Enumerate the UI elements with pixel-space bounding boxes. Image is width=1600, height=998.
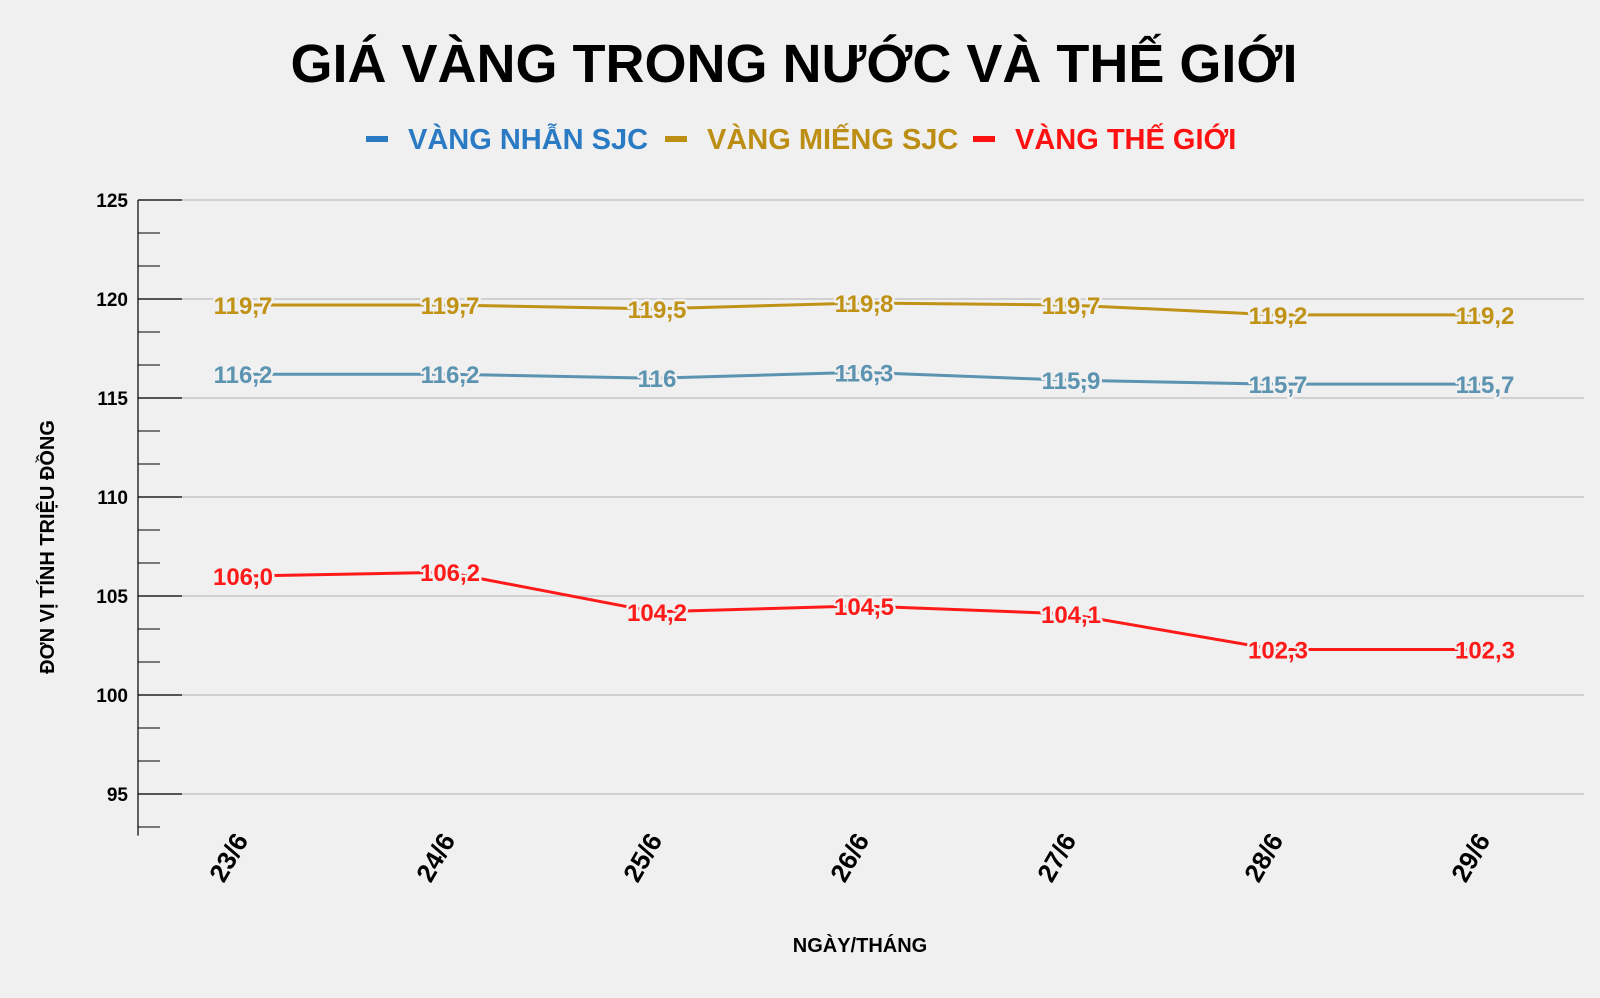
data-point bbox=[1273, 647, 1277, 652]
data-label: 104,5 bbox=[834, 594, 894, 621]
data-point bbox=[1273, 382, 1277, 387]
data-point bbox=[445, 302, 449, 307]
data-label: 119,7 bbox=[1042, 293, 1101, 320]
data-label: 116 bbox=[638, 366, 677, 393]
y-tick-label-125: 125 bbox=[96, 191, 128, 212]
data-point bbox=[238, 302, 242, 307]
data-point bbox=[1480, 312, 1484, 317]
y-tick-label-105: 105 bbox=[96, 587, 128, 608]
data-point bbox=[445, 372, 449, 377]
data-label: 115,7 bbox=[1249, 372, 1308, 399]
x-tick-label-25/6: 25/6 bbox=[617, 828, 668, 887]
legend-swatch-1 bbox=[665, 136, 687, 142]
y-tick-label-115: 115 bbox=[97, 389, 128, 410]
x-axis-label: NGÀY/THÁNG bbox=[793, 934, 927, 957]
data-labels: 116,2 116,2 116 116,3 115,9 115,7 115,7 119,7 11… bbox=[210, 288, 1517, 667]
y-axis-label: ĐƠN VỊ TÍNH TRIỆU ĐỒNG bbox=[35, 420, 59, 674]
data-label: 115,7 bbox=[1456, 372, 1515, 399]
data-label: 102,3 bbox=[1455, 637, 1515, 664]
data-point bbox=[652, 609, 656, 614]
data-point bbox=[652, 376, 656, 381]
data-label: 119,2 bbox=[1249, 303, 1308, 330]
data-label: 102,3 bbox=[1248, 637, 1308, 664]
data-label: 119,5 bbox=[628, 297, 687, 324]
data-point bbox=[1273, 312, 1277, 317]
series-lines bbox=[238, 300, 1484, 652]
legend-label-0: VÀNG NHẪN SJC bbox=[408, 122, 648, 156]
x-tick-label-29/6: 29/6 bbox=[1445, 828, 1496, 887]
legend: VÀNG NHẪN SJC VÀNG MIẾNG SJC VÀNG THẾ GIỚI bbox=[366, 122, 1236, 156]
axes: 95 100 105 110 115 120 125 23/6 24/6 25/6 26/6 27/6… bbox=[96, 191, 1496, 887]
data-label: 119,7 bbox=[214, 293, 273, 320]
data-point bbox=[238, 372, 242, 377]
data-label: 104,1 bbox=[1041, 602, 1101, 629]
data-label: 116,2 bbox=[214, 362, 273, 389]
data-point bbox=[1066, 611, 1070, 616]
data-label: 119,7 bbox=[421, 293, 480, 320]
legend-swatch-2 bbox=[973, 136, 995, 142]
data-label: 106,2 bbox=[420, 560, 480, 587]
data-label: 104,2 bbox=[627, 600, 687, 627]
y-tick-label-100: 100 bbox=[96, 686, 128, 707]
y-tick-label-110: 110 bbox=[97, 488, 128, 509]
data-point bbox=[1066, 302, 1070, 307]
data-point bbox=[859, 300, 863, 305]
data-point bbox=[859, 603, 863, 608]
data-label: 115,9 bbox=[1042, 368, 1101, 395]
data-point bbox=[1066, 378, 1070, 383]
x-tick-label-28/6: 28/6 bbox=[1238, 828, 1289, 887]
data-label: 106,0 bbox=[213, 564, 273, 591]
x-tick-label-27/6: 27/6 bbox=[1031, 828, 1082, 887]
y-tick-label-95: 95 bbox=[107, 785, 129, 806]
legend-label-2: VÀNG THẾ GIỚI bbox=[1015, 122, 1236, 156]
legend-swatch-0 bbox=[366, 136, 388, 142]
data-point bbox=[859, 370, 863, 375]
x-tick-label-23/6: 23/6 bbox=[203, 828, 254, 887]
data-point bbox=[652, 306, 656, 311]
legend-label-1: VÀNG MIẾNG SJC bbox=[707, 122, 958, 156]
data-label: 116,3 bbox=[835, 360, 894, 387]
data-point bbox=[1480, 382, 1484, 387]
data-point bbox=[238, 574, 242, 579]
data-label: 119,8 bbox=[835, 291, 894, 318]
chart-title: GIÁ VÀNG TRONG NƯỚC VÀ THẾ GIỚI bbox=[291, 34, 1298, 94]
grid-lines bbox=[138, 199, 1584, 795]
data-point bbox=[445, 570, 449, 575]
data-point bbox=[1480, 647, 1484, 652]
data-label: 119,2 bbox=[1456, 303, 1515, 330]
x-tick-label-24/6: 24/6 bbox=[410, 828, 461, 887]
x-tick-label-26/6: 26/6 bbox=[824, 828, 875, 887]
y-tick-label-120: 120 bbox=[96, 290, 128, 311]
data-label: 116,2 bbox=[421, 362, 480, 389]
